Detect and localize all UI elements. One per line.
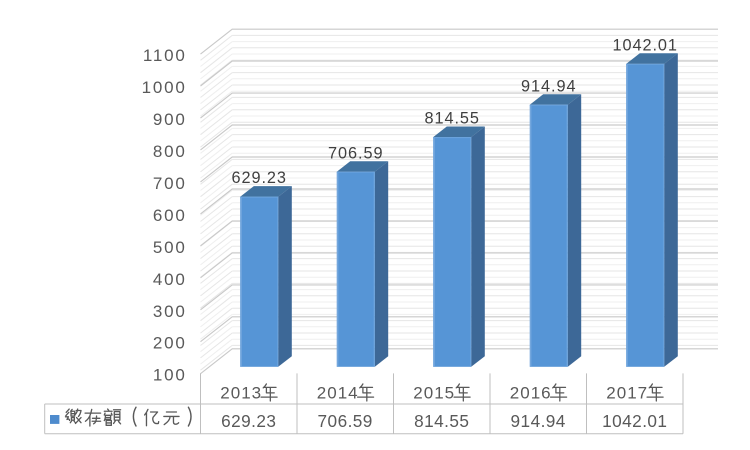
svg-text:914.94: 914.94 <box>511 411 566 431</box>
svg-text:900: 900 <box>153 110 187 129</box>
svg-text:700: 700 <box>153 174 187 193</box>
svg-text:2014: 2014 <box>317 384 359 403</box>
svg-text:2017: 2017 <box>606 384 648 403</box>
svg-text:1042.01: 1042.01 <box>612 36 678 54</box>
svg-text:500: 500 <box>153 238 187 257</box>
svg-text:600: 600 <box>153 206 187 225</box>
svg-text:914.94: 914.94 <box>521 77 577 95</box>
svg-text:706.59: 706.59 <box>318 411 373 431</box>
svg-text:2016: 2016 <box>510 384 552 403</box>
svg-text:1000: 1000 <box>142 78 187 97</box>
svg-text:800: 800 <box>153 142 187 161</box>
svg-text:1100: 1100 <box>143 46 187 65</box>
svg-text:814.55: 814.55 <box>414 411 469 431</box>
svg-text:400: 400 <box>153 270 187 289</box>
svg-text:629.23: 629.23 <box>231 169 287 187</box>
svg-text:2013: 2013 <box>220 384 262 403</box>
svg-text:200: 200 <box>153 334 187 353</box>
svg-text:814.55: 814.55 <box>424 110 480 128</box>
svg-text:2015: 2015 <box>413 384 455 403</box>
svg-text:300: 300 <box>153 302 187 321</box>
svg-text:629.23: 629.23 <box>221 411 276 431</box>
svg-text:706.59: 706.59 <box>328 144 384 162</box>
svg-text:1042.01: 1042.01 <box>602 411 667 431</box>
svg-text:100: 100 <box>153 366 187 385</box>
